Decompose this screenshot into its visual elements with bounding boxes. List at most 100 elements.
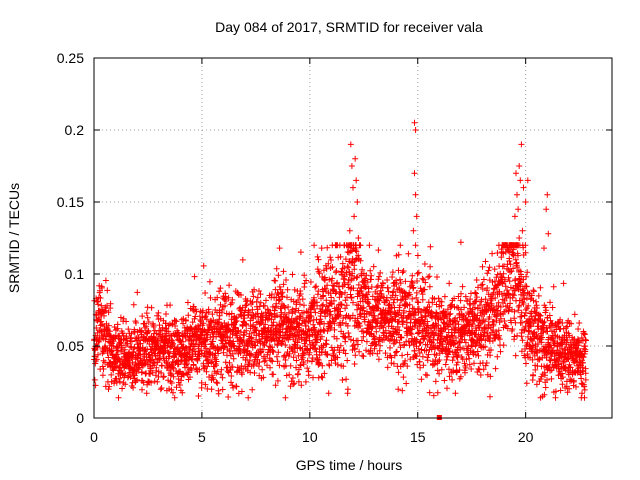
data-point [482,296,489,303]
data-point [297,291,304,297]
data-point [320,301,327,308]
data-point [395,369,402,376]
data-point [411,119,418,126]
data-point [536,356,543,363]
data-point [522,249,529,256]
data-point [108,347,115,354]
data-point [326,362,333,369]
data-point [390,280,397,287]
data-point [198,347,205,354]
data-point [582,376,589,383]
data-point [274,377,281,384]
data-point [384,364,391,371]
data-point [221,343,228,350]
data-point [291,349,298,356]
data-point [190,336,197,343]
data-point [368,272,375,279]
data-point [283,277,289,283]
data-point [396,339,403,346]
data-point [235,390,242,397]
data-point [314,356,321,363]
data-point [370,263,377,270]
data-point [200,320,207,327]
data-point [329,275,336,282]
data-point [351,266,358,273]
data-point [297,249,304,256]
data-point [358,337,365,344]
data-point [320,292,327,299]
data-point [438,298,445,305]
data-point [274,290,281,296]
data-point [93,356,100,363]
data-point [315,268,322,275]
data-point [382,350,389,357]
data-point [328,357,335,364]
chart-title: Day 084 of 2017, SRMTID for receiver val… [215,19,483,35]
data-point [122,381,129,388]
data-point [280,281,287,288]
data-point [289,271,296,278]
data-point [226,282,233,289]
data-point [214,368,221,375]
data-point [317,305,324,312]
data-point [276,283,283,290]
data-point [324,351,331,358]
data-point [282,357,289,363]
data-point [543,307,550,314]
data-point [520,301,527,307]
data-point [343,376,350,383]
data-point [200,262,207,269]
data-point [305,372,312,379]
data-point [357,257,364,264]
data-point [559,374,566,381]
data-point [525,302,532,309]
data-point [349,270,356,277]
data-point [337,253,344,260]
data-point [98,318,105,325]
data-point [502,322,509,329]
data-point [479,286,486,292]
data-point [583,337,589,344]
data-point [434,389,441,396]
data-point [138,369,145,375]
data-point [139,313,146,320]
x-axis-label: GPS time / hours [296,457,403,473]
data-point [402,357,409,364]
data-point [134,376,141,383]
data-point [471,360,477,367]
data-point [414,278,420,284]
data-point [342,334,349,341]
data-point [351,213,358,220]
data-point [432,378,439,385]
data-point [496,319,503,326]
data-point [434,274,440,280]
data-point [216,312,223,319]
data-point [328,301,335,308]
data-point [362,275,369,282]
data-point [217,285,224,292]
data-point [377,287,384,294]
data-point [300,361,307,368]
data-point [456,367,463,373]
data-point [424,341,431,348]
data-point [438,366,445,373]
data-point [174,344,181,351]
data-point [340,347,347,354]
data-point [297,362,304,369]
data-point [271,307,278,314]
data-point [145,319,152,325]
data-point [357,323,363,329]
data-point [355,319,362,326]
data-point [409,272,416,279]
data-point [199,307,206,314]
data-point [488,300,495,307]
data-point [414,252,421,259]
data-point [339,272,346,278]
data-point [298,336,305,343]
data-point [176,382,183,388]
data-point [510,246,517,253]
data-point [430,392,437,399]
data-point [469,321,476,328]
data-point [444,306,451,313]
data-point [274,358,281,365]
